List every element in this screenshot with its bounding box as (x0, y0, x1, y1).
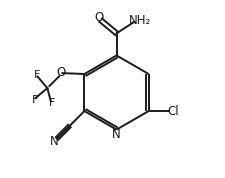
Text: NH₂: NH₂ (129, 14, 151, 27)
Text: O: O (56, 66, 66, 79)
Text: N: N (112, 128, 120, 141)
Text: F: F (32, 95, 38, 105)
Text: F: F (48, 98, 55, 108)
Text: N: N (49, 135, 58, 148)
Text: F: F (33, 70, 40, 80)
Text: O: O (94, 11, 103, 24)
Text: Cl: Cl (167, 105, 178, 118)
